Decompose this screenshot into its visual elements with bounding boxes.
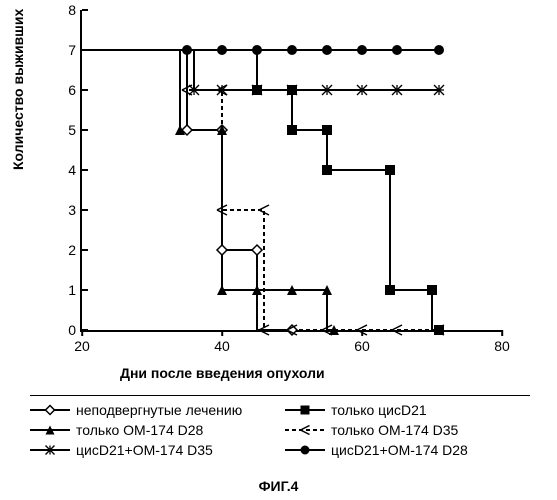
legend-item-untreated: неподвергнутые лечению bbox=[30, 402, 275, 418]
x-tick: 40 bbox=[214, 330, 230, 354]
y-tick: 5 bbox=[46, 122, 82, 138]
series-marker-cis_om_d35 bbox=[217, 85, 227, 95]
y-tick: 4 bbox=[46, 162, 82, 178]
chart-area: 01234567820406080 bbox=[80, 10, 502, 332]
figure-caption: ФИГ.4 bbox=[0, 478, 557, 494]
x-axis-label: Дни после введения опухоли bbox=[80, 365, 540, 381]
legend: неподвергнутые лечению только цисD21 тольк… bbox=[30, 395, 530, 458]
series-marker-cisD21 bbox=[385, 285, 395, 295]
series-marker-cisD21 bbox=[322, 165, 332, 175]
plot-svg bbox=[82, 10, 502, 330]
y-tick: 1 bbox=[46, 282, 82, 298]
legend-label: цисD21+OM-174 D35 bbox=[76, 442, 213, 458]
series-marker-untreated bbox=[217, 245, 227, 255]
series-marker-cis_om_d35 bbox=[322, 85, 332, 95]
legend-label: цисD21+OM-174 D28 bbox=[331, 442, 468, 458]
legend-item-om174d35: только OM-174 D35 bbox=[285, 422, 530, 438]
figure-wrap: Количество выживших 01234567820406080 Дн… bbox=[0, 0, 557, 500]
legend-swatch-icon bbox=[285, 423, 325, 437]
legend-swatch-icon bbox=[285, 403, 325, 417]
legend-swatch-icon bbox=[285, 443, 325, 457]
series-marker-cis_om_d28 bbox=[322, 45, 332, 55]
legend-item-cisD21: только цисD21 bbox=[285, 402, 530, 418]
series-marker-cis_om_d28 bbox=[217, 45, 227, 55]
series-marker-cis_om_d28 bbox=[434, 45, 444, 55]
series-marker-cisD21 bbox=[322, 125, 332, 135]
series-marker-cis_om_d35 bbox=[392, 85, 402, 95]
x-tick: 20 bbox=[74, 330, 90, 354]
series-marker-cisD21 bbox=[287, 125, 297, 135]
legend-label: только OM-174 D28 bbox=[76, 422, 203, 438]
legend-label: неподвергнутые лечению bbox=[76, 402, 242, 418]
x-tick: 60 bbox=[354, 330, 370, 354]
series-marker-cis_om_d35 bbox=[434, 85, 444, 95]
legend-item-cis_om_d35: цисD21+OM-174 D35 bbox=[30, 442, 275, 458]
y-tick: 6 bbox=[46, 82, 82, 98]
legend-swatch-icon bbox=[30, 423, 70, 437]
series-marker-cisD21 bbox=[385, 165, 395, 175]
series-marker-cis_om_d28 bbox=[252, 45, 262, 55]
series-marker-cisD21 bbox=[427, 285, 437, 295]
legend-swatch-icon bbox=[30, 403, 70, 417]
series-marker-cis_om_d35 bbox=[357, 85, 367, 95]
x-tick: 80 bbox=[494, 330, 510, 354]
y-axis-label: Количество выживших bbox=[10, 9, 26, 170]
legend-item-om174d28: только OM-174 D28 bbox=[30, 422, 275, 438]
series-marker-cis_om_d35 bbox=[189, 85, 199, 95]
legend-label: только цисD21 bbox=[331, 402, 427, 418]
series-marker-cis_om_d28 bbox=[287, 45, 297, 55]
series-marker-cis_om_d28 bbox=[357, 45, 367, 55]
series-marker-cis_om_d35 bbox=[252, 85, 262, 95]
legend-label: только OM-174 D35 bbox=[331, 422, 458, 438]
legend-swatch-icon bbox=[30, 443, 70, 457]
y-tick: 3 bbox=[46, 202, 82, 218]
y-tick: 2 bbox=[46, 242, 82, 258]
series-marker-cis_om_d28 bbox=[182, 45, 192, 55]
y-tick: 7 bbox=[46, 42, 82, 58]
series-marker-untreated bbox=[252, 245, 262, 255]
series-line-cis_om_d35 bbox=[82, 50, 439, 90]
series-marker-cis_om_d28 bbox=[392, 45, 402, 55]
series-marker-cis_om_d35 bbox=[287, 85, 297, 95]
y-tick: 8 bbox=[46, 2, 82, 18]
legend-item-cis_om_d28: цисD21+OM-174 D28 bbox=[285, 442, 530, 458]
